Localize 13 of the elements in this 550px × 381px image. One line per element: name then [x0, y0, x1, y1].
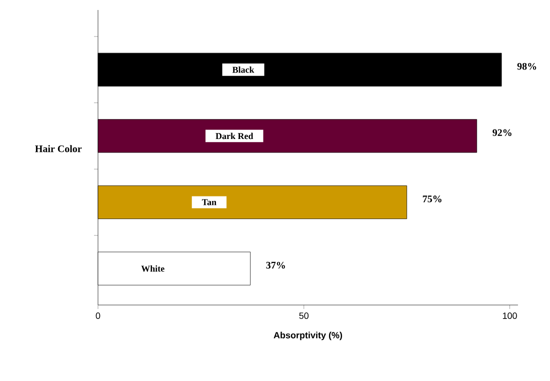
x-axis-title: Absorptivity (%)	[274, 332, 342, 340]
x-tick-label: 50	[299, 312, 309, 319]
x-tick-label: 0	[96, 312, 100, 319]
data-label: 75%	[422, 196, 442, 202]
data-label: 37%	[266, 262, 285, 269]
x-tick-label: 100	[502, 312, 517, 319]
y-axis-title: Hair Color	[35, 145, 82, 152]
y-tick-label: Dark Red	[216, 132, 254, 140]
y-tick-label: White	[141, 265, 164, 272]
data-label: 92%	[492, 129, 512, 136]
y-tick-label: Black	[232, 66, 254, 73]
data-label: 98%	[517, 62, 536, 70]
y-tick-label: Tan	[202, 199, 216, 206]
